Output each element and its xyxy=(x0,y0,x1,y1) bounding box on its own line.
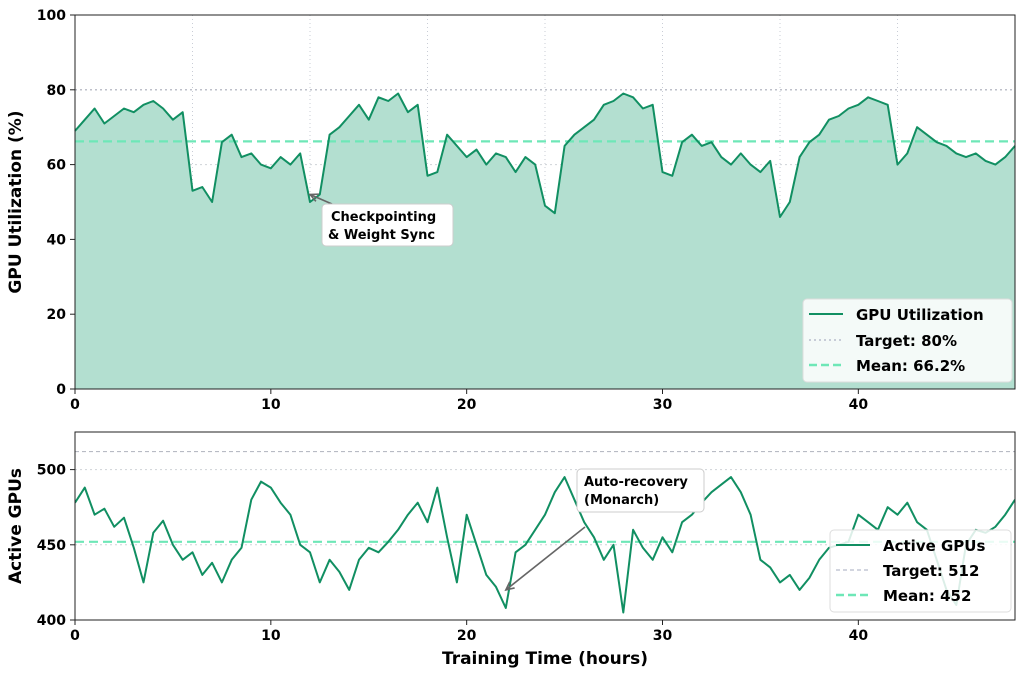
legend-box xyxy=(802,298,1013,383)
legend-label-series: Active GPUs xyxy=(883,537,985,555)
annotation-line2: (Monarch) xyxy=(584,493,659,508)
active-gpus-panel: Auto-recovery (Monarch) Active GPUs Targ… xyxy=(6,431,1016,669)
x-tick-label: 0 xyxy=(70,628,80,644)
active-gpus-series-line xyxy=(75,476,1015,614)
y-axis-label: Active GPUs xyxy=(6,468,26,584)
legend: Active GPUs Target: 512 Mean: 452 xyxy=(829,529,1012,613)
y-tick-label: 60 xyxy=(47,158,67,174)
y-tick-label: 400 xyxy=(37,613,66,629)
annotation-box xyxy=(321,203,454,247)
y-tick-label: 80 xyxy=(47,83,67,99)
legend-label-target: Target: 512 xyxy=(883,562,979,580)
y-tick-label: 450 xyxy=(37,538,66,554)
y-tick-label: 500 xyxy=(37,463,66,479)
legend-box xyxy=(829,529,1012,613)
x-tick-label: 10 xyxy=(261,628,281,644)
grid xyxy=(75,469,1015,546)
y-tick-label: 0 xyxy=(56,382,66,398)
ticks: 0 10 20 30 40 400 450 500 xyxy=(37,463,869,644)
x-tick-label: 30 xyxy=(653,397,673,413)
y-axis-label: GPU Utilization (%) xyxy=(6,110,26,293)
legend-label-mean: Mean: 66.2% xyxy=(856,357,965,375)
annotation-auto-recovery: Auto-recovery (Monarch) xyxy=(504,468,705,592)
annotation-arrow xyxy=(309,193,333,205)
legend: GPU Utilization Target: 80% Mean: 66.2% xyxy=(802,298,1013,383)
annotation-arrow xyxy=(505,526,586,591)
legend-label-series: GPU Utilization xyxy=(856,306,984,324)
x-tick-label: 10 xyxy=(261,397,281,413)
annotation-line1: Auto-recovery xyxy=(584,475,688,490)
annotation-line1: Checkpointing xyxy=(331,210,436,225)
annotation-checkpointing: Checkpointing & Weight Sync xyxy=(308,193,454,247)
ticks: 0 10 20 30 40 0 20 40 60 80 100 xyxy=(37,8,869,413)
gpu-utilization-panel: 0 10 20 30 40 0 20 40 60 80 100 GPU Utilization (%… xyxy=(6,8,1016,413)
plot-frame xyxy=(74,14,1016,390)
legend-label-mean: Mean: 452 xyxy=(883,587,971,605)
annotation-arrowhead xyxy=(308,193,320,202)
y-tick-label: 40 xyxy=(47,232,67,248)
annotation-line2: & Weight Sync xyxy=(328,228,435,243)
utilization-area-fill xyxy=(75,93,1015,389)
x-axis-label: Training Time (hours) xyxy=(442,649,648,669)
x-tick-label: 30 xyxy=(653,628,673,644)
utilization-series-line xyxy=(74,92,1016,218)
x-tick-label: 20 xyxy=(457,397,477,413)
x-tick-label: 0 xyxy=(70,397,80,413)
legend-label-target: Target: 80% xyxy=(856,332,957,350)
y-tick-label: 100 xyxy=(37,8,66,24)
x-tick-label: 20 xyxy=(457,628,477,644)
annotation-arrowhead xyxy=(504,581,515,592)
x-tick-label: 40 xyxy=(849,628,869,644)
y-tick-label: 20 xyxy=(47,307,67,323)
plot-frame xyxy=(74,431,1016,621)
annotation-box xyxy=(576,468,705,513)
x-tick-label: 40 xyxy=(849,397,869,413)
